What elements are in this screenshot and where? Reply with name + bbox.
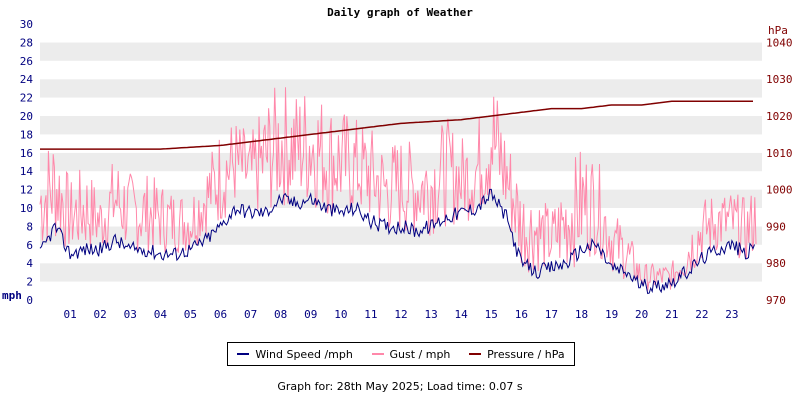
x-tick-label: 20 <box>635 308 648 321</box>
x-tick-label: 12 <box>394 308 407 321</box>
y-left-tick-label: 8 <box>26 220 33 233</box>
x-tick-label: 05 <box>184 308 197 321</box>
y-left-tick-label: 10 <box>20 202 33 215</box>
axis-ticks: 0246810121416182022242628309709809901000… <box>20 18 793 321</box>
footer-text: Graph for: 28th May 2025; Load time: 0.0… <box>277 380 523 393</box>
y-left-tick-label: 14 <box>20 165 34 178</box>
x-tick-label: 11 <box>364 308 377 321</box>
x-tick-label: 06 <box>214 308 227 321</box>
grid-band <box>40 171 762 190</box>
x-tick-label: 21 <box>665 308 678 321</box>
grid-band <box>40 42 762 61</box>
x-tick-label: 14 <box>455 308 469 321</box>
y-left-tick-label: 6 <box>26 239 33 252</box>
legend-swatch-pressure <box>469 353 482 355</box>
legend-item-gust: Gust / mph <box>371 347 451 361</box>
right-axis-unit: hPa <box>768 24 788 37</box>
y-right-tick-label: 990 <box>766 220 786 233</box>
y-left-tick-label: 24 <box>20 73 34 86</box>
x-tick-label: 19 <box>605 308 618 321</box>
grid-band <box>40 97 762 116</box>
x-tick-label: 07 <box>244 308 257 321</box>
x-tick-label: 13 <box>424 308 437 321</box>
y-left-tick-label: 2 <box>26 276 33 289</box>
y-left-tick-label: 26 <box>20 55 33 68</box>
wind-series <box>39 188 755 295</box>
grid-band <box>40 60 762 80</box>
grid-band <box>40 263 762 282</box>
grid-band <box>40 189 762 208</box>
y-right-tick-label: 1000 <box>766 184 793 197</box>
legend-label-gust: Gust / mph <box>389 347 451 361</box>
x-tick-label: 10 <box>334 308 347 321</box>
grid-band <box>40 24 762 43</box>
legend-item-wind: Wind Speed /mph <box>237 348 353 361</box>
x-tick-label: 22 <box>695 308 708 321</box>
y-right-tick-label: 1040 <box>766 36 793 49</box>
grid-band <box>40 281 762 300</box>
x-tick-label: 15 <box>485 308 498 321</box>
y-right-tick-label: 1010 <box>766 147 793 160</box>
x-tick-label: 03 <box>124 308 137 321</box>
gust-line <box>39 87 757 291</box>
grid-band <box>40 79 762 98</box>
grid-band <box>40 116 762 135</box>
y-right-tick-label: 980 <box>766 257 786 270</box>
legend-item-pressure: Pressure / hPa <box>469 348 565 361</box>
x-tick-label: 18 <box>575 308 588 321</box>
x-tick-label: 02 <box>94 308 107 321</box>
y-right-tick-label: 1020 <box>766 110 793 123</box>
y-left-tick-label: 20 <box>20 110 33 123</box>
pressure-series <box>40 100 753 150</box>
y-left-tick-label: 22 <box>20 92 33 105</box>
x-tick-label: 01 <box>63 308 76 321</box>
legend-label-wind: Wind Speed /mph <box>255 347 353 361</box>
legend-label-pressure: Pressure / hPa <box>487 347 565 361</box>
y-left-tick-label: 18 <box>20 128 33 141</box>
y-right-tick-label: 970 <box>766 294 786 307</box>
chart-title: Daily graph of Weather <box>327 6 473 19</box>
y-left-tick-label: 12 <box>20 184 33 197</box>
wind-speed-line <box>39 188 755 295</box>
y-left-tick-label: 4 <box>26 257 33 270</box>
left-axis-unit: mph <box>2 289 22 302</box>
x-tick-label: 08 <box>274 308 287 321</box>
y-right-tick-label: 1030 <box>766 73 793 86</box>
y-left-tick-label: 28 <box>20 36 33 49</box>
grid-bands <box>40 24 762 300</box>
y-left-tick-label: 30 <box>20 18 33 31</box>
x-tick-label: 23 <box>725 308 738 321</box>
x-tick-label: 09 <box>304 308 317 321</box>
y-left-tick-label: 16 <box>20 147 33 160</box>
gust-series <box>39 87 757 291</box>
grid-band <box>40 134 762 153</box>
x-tick-label: 04 <box>154 308 168 321</box>
x-tick-label: 16 <box>515 308 528 321</box>
legend-swatch-wind <box>237 353 250 355</box>
x-tick-label: 17 <box>545 308 558 321</box>
legend: Wind Speed /mph Gust / mph Pressure / hP… <box>227 342 575 366</box>
pressure-line <box>40 100 753 150</box>
legend-swatch-gust <box>371 353 384 355</box>
y-left-tick-label: 0 <box>26 294 33 307</box>
